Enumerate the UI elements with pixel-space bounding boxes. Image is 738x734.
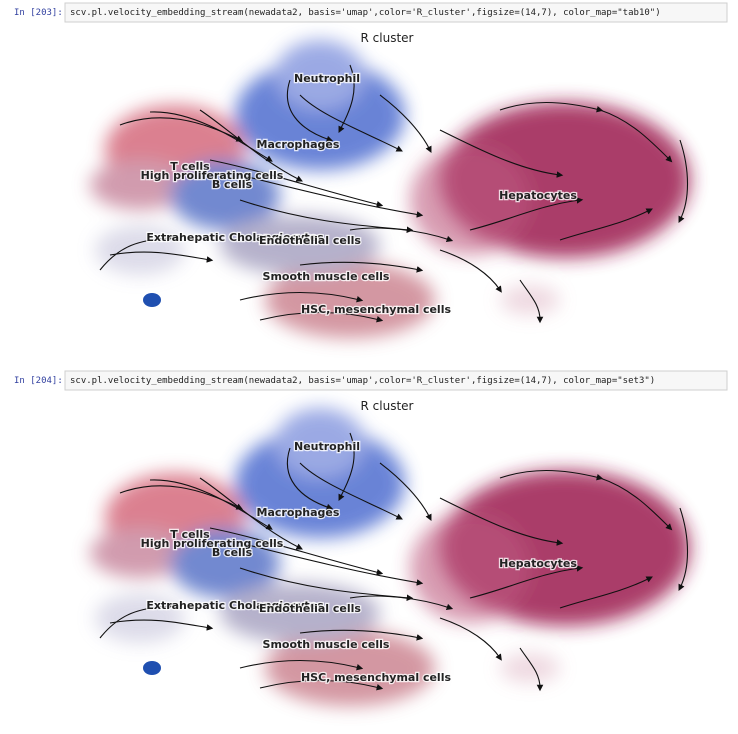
cluster-label: Macrophages bbox=[257, 506, 340, 519]
plot-title: R cluster bbox=[361, 31, 414, 45]
code-input[interactable] bbox=[64, 2, 728, 23]
code-text: scv.pl.velocity_embedding_stream(newadat… bbox=[70, 376, 655, 386]
embedding-plot bbox=[90, 408, 690, 706]
cluster-label: HSC, mesenchymal cells bbox=[301, 303, 451, 316]
cluster-label: T cells bbox=[170, 528, 210, 541]
cluster-label: High proliferating cells bbox=[141, 537, 284, 550]
plot-title: R cluster bbox=[361, 399, 414, 413]
code-input[interactable] bbox=[64, 370, 728, 391]
cluster-label: Extrahepatic Cholangiocytes bbox=[146, 231, 324, 244]
cluster-label: B cells bbox=[212, 546, 253, 559]
embedding-plot bbox=[90, 40, 690, 338]
cluster-label: Extrahepatic Cholangiocytes bbox=[146, 599, 324, 612]
cell-prompt: In [204]: bbox=[14, 376, 63, 386]
cluster-label: Endothelial cells bbox=[259, 602, 361, 615]
cluster-label: Macrophages bbox=[257, 138, 340, 151]
notebook-cell: In [203]: scv.pl.velocity_embedding_strea… bbox=[14, 2, 728, 366]
cluster-label: Hepatocytes bbox=[499, 557, 577, 570]
cluster-label: Smooth muscle cells bbox=[263, 270, 390, 283]
cluster-label: Smooth muscle cells bbox=[263, 638, 390, 651]
notebook-cell: In [204]: scv.pl.velocity_embedding_strea… bbox=[14, 370, 728, 734]
cluster-label: Hepatocytes bbox=[499, 189, 577, 202]
cluster-label: Endothelial cells bbox=[259, 234, 361, 247]
cell-prompt: In [203]: bbox=[14, 8, 63, 18]
cluster-label: HSC, mesenchymal cells bbox=[301, 671, 451, 684]
cluster-label: High proliferating cells bbox=[141, 169, 284, 182]
cluster-label: Neutrophil bbox=[294, 72, 360, 85]
code-text: scv.pl.velocity_embedding_stream(newadat… bbox=[70, 8, 661, 18]
cluster-label: Neutrophil bbox=[294, 440, 360, 453]
cluster-label: T cells bbox=[170, 160, 210, 173]
cluster-label: B cells bbox=[212, 178, 253, 191]
